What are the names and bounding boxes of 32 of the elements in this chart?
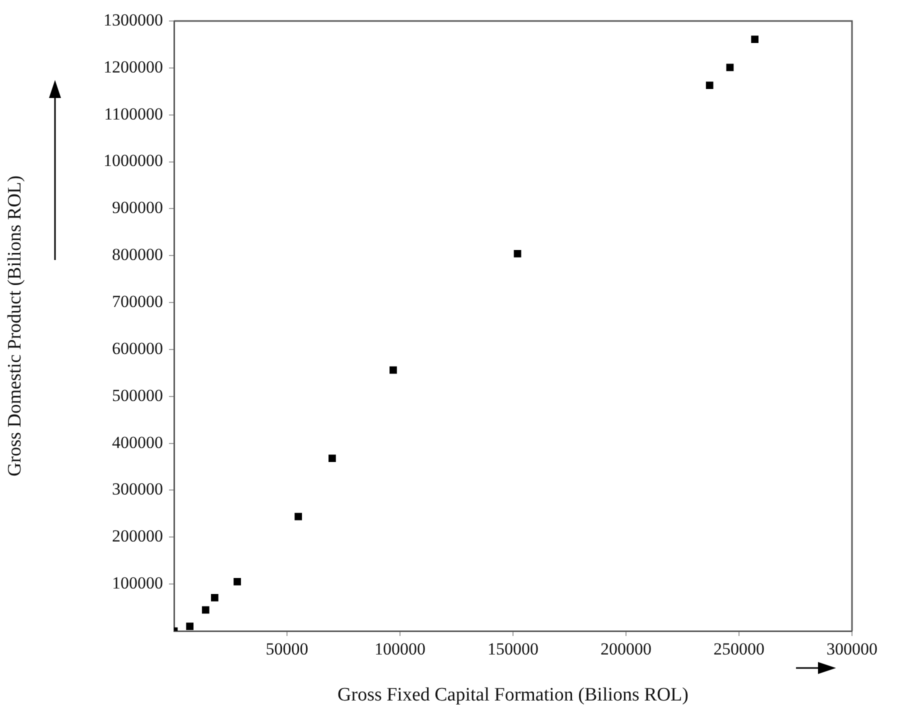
point: [751, 36, 758, 43]
y-tick-label: 1300000: [104, 10, 163, 30]
y-tick-label: 900000: [112, 198, 163, 218]
point: [186, 622, 194, 630]
x-tick-label: 150000: [488, 640, 538, 659]
point: [726, 64, 734, 72]
point: [202, 606, 210, 614]
y-tick-label: 600000: [112, 338, 163, 358]
x-tick-label: 250000: [714, 640, 764, 659]
y-tick-label: 400000: [112, 432, 163, 452]
x-tick-label: 100000: [374, 640, 426, 659]
y-tick-label: 300000: [112, 480, 163, 499]
y-axis-title: Gross Domestic Product (Bilions ROL): [4, 176, 26, 476]
point: [234, 578, 241, 586]
point: [294, 512, 302, 520]
point: [328, 454, 336, 462]
x-axis-title: Gross Fixed Capital Formation (Bilions ROL): [338, 684, 688, 706]
y-tick-label: 800000: [112, 245, 163, 264]
y-tick-label: 100000: [112, 574, 163, 593]
x-tick-label: 200000: [600, 640, 652, 659]
x-tick-label: 50000: [266, 640, 308, 659]
y-tick-label: 500000: [112, 386, 163, 405]
point: [706, 82, 714, 89]
point: [390, 366, 397, 374]
y-tick-label: 200000: [112, 526, 163, 546]
x-tick-label: 300000: [826, 640, 878, 659]
y-tick-label: 1200000: [104, 57, 163, 76]
y-tick-label: 1000000: [104, 151, 163, 170]
point: [211, 594, 218, 602]
point: [514, 250, 522, 258]
y-tick-label: 700000: [112, 292, 163, 312]
y-tick-label: 1100000: [104, 104, 163, 124]
